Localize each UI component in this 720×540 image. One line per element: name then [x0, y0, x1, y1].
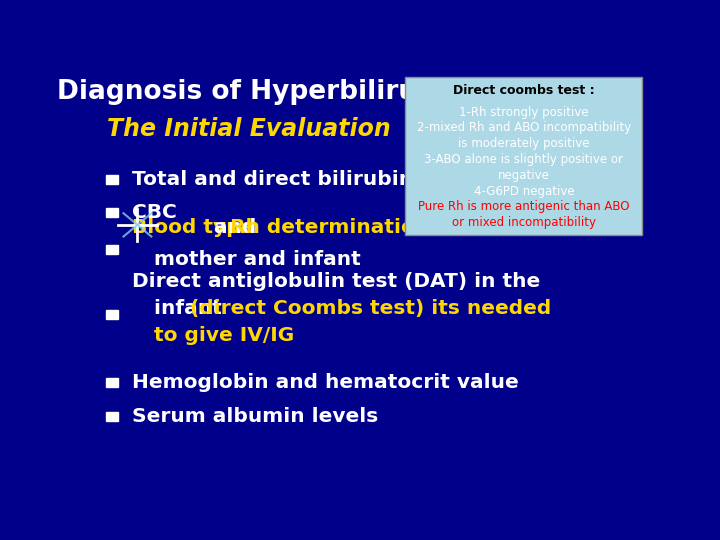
- Text: Rh determination: Rh determination: [230, 218, 428, 238]
- Text: Direct antiglobulin test (DAT) in the: Direct antiglobulin test (DAT) in the: [132, 272, 540, 292]
- Text: CBC: CBC: [132, 203, 176, 222]
- Text: 4-G6PD negative: 4-G6PD negative: [474, 185, 574, 198]
- Bar: [106, 174, 118, 184]
- FancyBboxPatch shape: [405, 77, 642, 235]
- Text: Total and direct bilirubin: Total and direct bilirubin: [132, 170, 413, 188]
- Text: Direct coombs test :: Direct coombs test :: [453, 84, 595, 97]
- Text: Diagnosis of Hyperbilirubinemia: Diagnosis of Hyperbilirubinemia: [57, 79, 536, 105]
- Text: or mixed incompatibility: or mixed incompatibility: [452, 216, 596, 229]
- Text: to give IV/IG: to give IV/IG: [154, 327, 294, 346]
- Text: in: in: [397, 218, 426, 238]
- Bar: [106, 411, 118, 421]
- Text: Pure Rh is more antigenic than ABO: Pure Rh is more antigenic than ABO: [418, 200, 629, 213]
- Bar: [106, 245, 118, 254]
- Text: (direct Coombs test) its needed: (direct Coombs test) its needed: [190, 300, 552, 319]
- Bar: [106, 208, 118, 217]
- Text: 1-Rh strongly positive: 1-Rh strongly positive: [459, 105, 589, 119]
- Text: and: and: [207, 218, 264, 238]
- Text: is moderately positive: is moderately positive: [458, 137, 590, 150]
- Bar: [106, 310, 118, 319]
- Text: 3-ABO alone is slightly positive or: 3-ABO alone is slightly positive or: [424, 153, 624, 166]
- Text: mother and infant: mother and infant: [154, 249, 361, 268]
- Text: The Initial Evaluation: The Initial Evaluation: [107, 117, 391, 141]
- Text: Serum albumin levels: Serum albumin levels: [132, 407, 378, 426]
- Text: 2-mixed Rh and ABO incompatibility: 2-mixed Rh and ABO incompatibility: [417, 122, 631, 134]
- Text: Hemoglobin and hematocrit value: Hemoglobin and hematocrit value: [132, 373, 518, 393]
- Text: Blood type: Blood type: [132, 218, 254, 238]
- Bar: [106, 379, 118, 388]
- Text: negative: negative: [498, 169, 550, 182]
- Text: infant: infant: [154, 300, 229, 319]
